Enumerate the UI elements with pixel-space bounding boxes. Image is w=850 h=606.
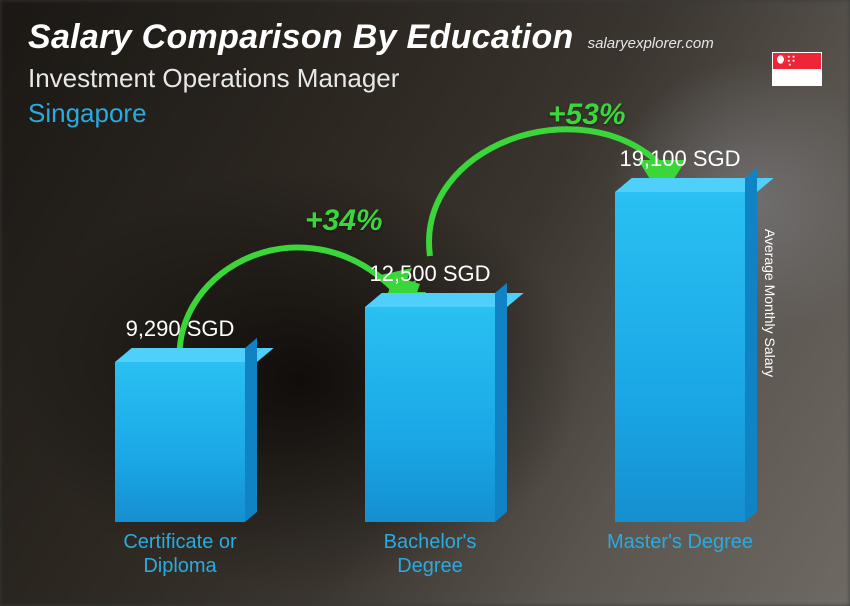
singapore-flag-icon: ★ ★★ ★ ★ [772, 52, 822, 86]
bar-top-face [115, 348, 262, 362]
category-label-3: Master's Degree [600, 530, 760, 586]
bar-group-3: 19,100 SGD Master's Degree [600, 192, 760, 586]
bar-3: 19,100 SGD [615, 192, 745, 522]
brand-watermark: salaryexplorer.com [588, 35, 714, 52]
title-row: Salary Comparison By Education salaryexp… [28, 18, 822, 57]
bar-group-1: 9,290 SGD Certificate or Diploma [100, 362, 260, 586]
bar-side-face [745, 168, 757, 522]
country-name: Singapore [28, 98, 822, 129]
bar-value-2: 12,500 SGD [320, 261, 540, 287]
flag-crescent-icon [777, 55, 786, 64]
bar-2: 12,500 SGD [365, 307, 495, 522]
bar-side-face [245, 338, 257, 522]
bar-side-face [495, 283, 507, 522]
pct-increase-2: +53% [548, 98, 626, 132]
bar-front-face [615, 192, 745, 522]
bar-front-face [115, 362, 245, 522]
bar-front-face [365, 307, 495, 522]
infographic-container: Salary Comparison By Education salaryexp… [0, 0, 850, 606]
job-title: Investment Operations Manager [28, 63, 822, 94]
bar-value-3: 19,100 SGD [570, 146, 790, 172]
bar-top-face [365, 293, 512, 307]
category-label-2: Bachelor's Degree [350, 530, 510, 586]
category-label-1: Certificate or Diploma [100, 530, 260, 586]
bar-value-1: 9,290 SGD [70, 316, 290, 342]
flag-stars-icon: ★ ★★ ★ ★ [787, 55, 795, 67]
main-title: Salary Comparison By Education [28, 18, 574, 57]
bar-top-face [615, 178, 762, 192]
bar-1: 9,290 SGD [115, 362, 245, 522]
bar-chart: +34% +53% 9,290 SGD Certificate or Diplo… [60, 126, 790, 586]
pct-increase-1: +34% [305, 204, 383, 238]
bar-group-2: 12,500 SGD Bachelor's Degree [350, 307, 510, 586]
